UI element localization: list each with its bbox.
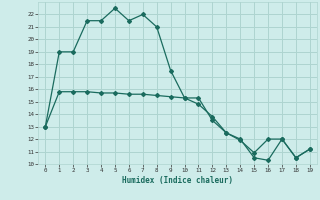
X-axis label: Humidex (Indice chaleur): Humidex (Indice chaleur) <box>122 176 233 185</box>
